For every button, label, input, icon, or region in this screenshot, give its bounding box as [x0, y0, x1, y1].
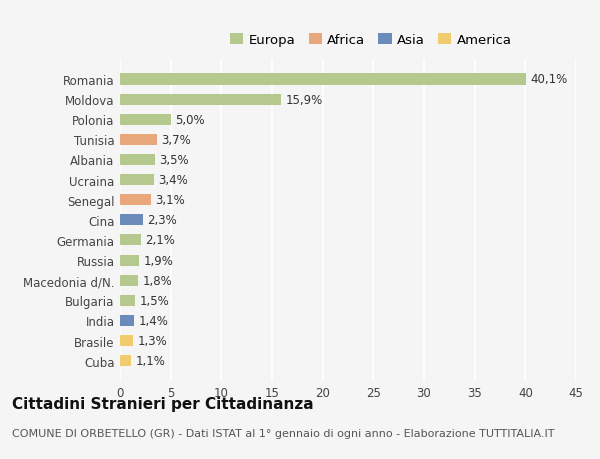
- Text: 3,1%: 3,1%: [155, 194, 185, 207]
- Bar: [120, 195, 151, 206]
- Bar: [120, 114, 170, 125]
- Text: 1,3%: 1,3%: [137, 334, 167, 347]
- Bar: [120, 335, 133, 346]
- Text: 2,1%: 2,1%: [145, 234, 175, 247]
- Text: 3,5%: 3,5%: [160, 154, 189, 167]
- Bar: [120, 275, 138, 286]
- Text: 40,1%: 40,1%: [530, 73, 568, 86]
- Text: 1,5%: 1,5%: [139, 294, 169, 307]
- Text: Cittadini Stranieri per Cittadinanza: Cittadini Stranieri per Cittadinanza: [12, 397, 314, 412]
- Legend: Europa, Africa, Asia, America: Europa, Africa, Asia, America: [230, 34, 511, 47]
- Bar: [120, 95, 281, 106]
- Text: 1,8%: 1,8%: [142, 274, 172, 287]
- Text: 3,4%: 3,4%: [158, 174, 188, 187]
- Bar: [120, 315, 134, 326]
- Text: 15,9%: 15,9%: [285, 93, 322, 106]
- Text: 5,0%: 5,0%: [175, 113, 205, 126]
- Text: 1,4%: 1,4%: [138, 314, 168, 327]
- Bar: [120, 215, 143, 226]
- Bar: [120, 355, 131, 366]
- Text: COMUNE DI ORBETELLO (GR) - Dati ISTAT al 1° gennaio di ogni anno - Elaborazione : COMUNE DI ORBETELLO (GR) - Dati ISTAT al…: [12, 428, 554, 438]
- Bar: [120, 134, 157, 146]
- Text: 1,9%: 1,9%: [143, 254, 173, 267]
- Bar: [120, 295, 135, 306]
- Bar: [120, 235, 141, 246]
- Text: 1,1%: 1,1%: [135, 354, 165, 367]
- Text: 3,7%: 3,7%: [161, 134, 191, 146]
- Bar: [120, 74, 526, 85]
- Bar: [120, 255, 139, 266]
- Bar: [120, 155, 155, 166]
- Text: 2,3%: 2,3%: [148, 214, 177, 227]
- Bar: [120, 174, 154, 186]
